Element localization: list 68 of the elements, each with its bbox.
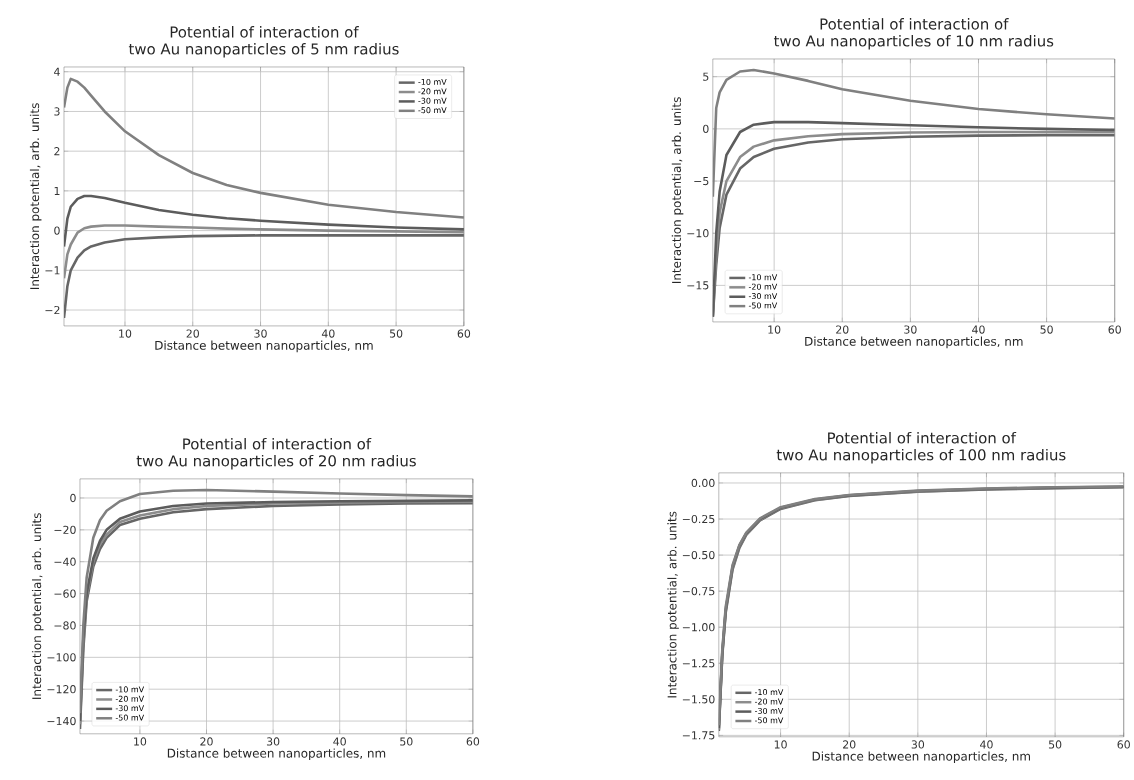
x-tick-label: 50: [1048, 740, 1062, 749]
y-tick-label: 0: [70, 493, 76, 503]
y-tick-label: −0.50: [682, 551, 715, 560]
chart-subtitle: two Au nanoparticles of 20 nm radius: [136, 455, 416, 470]
x-tick-label: 10: [119, 329, 132, 338]
chart-title: Potential of interaction of: [183, 438, 372, 450]
chart-title: Potential of interaction of: [820, 18, 1009, 30]
x-tick-label: 60: [457, 329, 471, 338]
chart-title: Potential of interaction of: [828, 432, 1017, 444]
x-tick-label: 40: [333, 737, 346, 746]
x-tick-label: 30: [911, 740, 925, 749]
y-tick-label: −1: [45, 266, 60, 275]
y-tick-label: 5: [703, 72, 709, 81]
x-tick-label: 20: [843, 740, 856, 749]
x-tick-label: 20: [186, 329, 199, 338]
y-tick-label: 2: [54, 147, 60, 156]
y-tick-label: −1.75: [682, 731, 715, 740]
x-tick-label: 50: [400, 737, 413, 746]
y-tick-label: −40: [54, 557, 76, 566]
x-tick-label: 50: [389, 329, 403, 338]
y-tick-label: −1.25: [682, 659, 715, 668]
y-tick-label: −120: [47, 685, 76, 694]
x-tick-label: 60: [466, 737, 480, 746]
chart-title: Potential of interaction of: [170, 26, 359, 38]
y-tick-label: −20: [54, 525, 76, 535]
y-tick-label: 4: [54, 67, 60, 76]
x-tick-label: 20: [200, 737, 213, 746]
x-tick-label: 50: [1040, 325, 1053, 334]
x-tick-label: 30: [254, 329, 267, 338]
x-tick-label: 30: [266, 737, 280, 746]
y-axis-title: Interaction potential, arb. units: [29, 103, 42, 290]
x-axis-title: Distance between nanoparticles, nm: [155, 340, 373, 353]
y-tick-label: 3: [54, 107, 60, 116]
y-tick-label: −0.25: [682, 514, 715, 524]
y-tick-label: −1.50: [682, 695, 715, 704]
y-tick-label: −140: [47, 717, 76, 726]
y-tick-label: −1.00: [682, 623, 715, 632]
y-tick-label: 0: [703, 124, 709, 134]
y-tick-label: 0: [54, 226, 60, 235]
x-tick-label: 40: [972, 325, 985, 334]
chart-subtitle: two Au nanoparticles of 100 nm radius: [776, 449, 1066, 464]
x-tick-label: 40: [980, 740, 993, 749]
x-axis-title: Distance between nanoparticles, nm: [805, 336, 1023, 349]
chart-subtitle: two Au nanoparticles of 10 nm radius: [773, 35, 1054, 50]
x-tick-label: 40: [321, 329, 335, 338]
chart-subtitle: two Au nanoparticles of 5 nm radius: [128, 43, 399, 58]
x-tick-label: 60: [1117, 740, 1130, 749]
y-tick-label: 0.00: [691, 478, 715, 488]
x-axis-title: Distance between nanoparticles, nm: [167, 748, 386, 761]
y-tick-label: −15: [687, 281, 709, 290]
x-tick-label: 10: [774, 740, 787, 749]
x-tick-label: 60: [1108, 325, 1121, 334]
y-axis-title: Interaction potential, arb. units: [31, 513, 44, 699]
y-tick-label: −60: [54, 589, 76, 598]
y-axis-title: Interaction potential, arb. units: [667, 511, 679, 698]
x-tick-label: 30: [904, 325, 917, 334]
x-tick-label: 10: [134, 737, 147, 746]
y-tick-label: −100: [47, 653, 76, 662]
y-tick-label: −2: [45, 306, 60, 315]
y-tick-label: 1: [54, 186, 60, 195]
y-tick-label: −0.75: [682, 587, 715, 596]
x-tick-label: 10: [768, 325, 781, 334]
y-tick-label: −10: [687, 229, 709, 238]
y-axis-title: Interaction potential, arb. units: [671, 97, 684, 284]
x-axis-title: Distance between nanoparticles, nm: [812, 751, 1030, 764]
x-tick-label: 20: [836, 325, 849, 334]
y-tick-label: −80: [54, 621, 76, 630]
y-tick-label: −5: [694, 177, 709, 186]
